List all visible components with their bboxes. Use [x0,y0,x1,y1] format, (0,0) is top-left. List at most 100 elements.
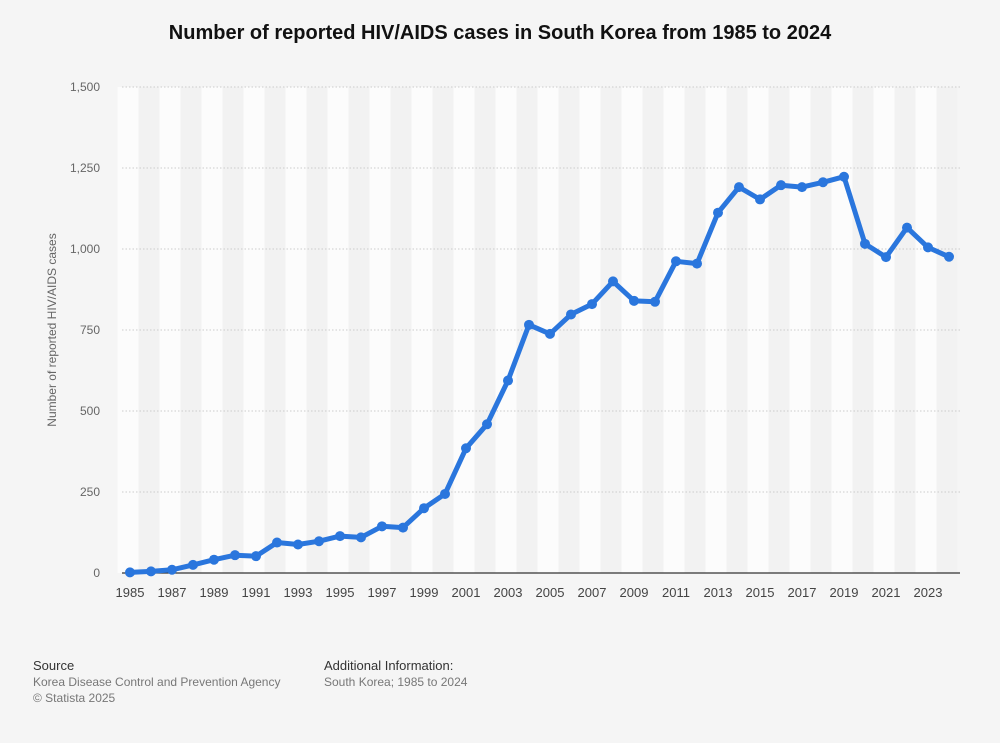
y-tick-label: 750 [80,323,100,337]
column-band-dark [222,87,244,573]
data-point [125,567,135,578]
x-tick-label: 2005 [536,585,565,600]
data-point [272,537,282,548]
data-point [461,443,471,454]
data-point [923,242,933,253]
chart-title: Number of reported HIV/AIDS cases in Sou… [168,22,832,44]
column-band-dark [600,87,622,573]
column-band-dark [768,87,790,573]
data-point [734,182,744,193]
column-band-dark [642,87,664,573]
source-block: Source Korea Disease Control and Prevent… [33,658,280,706]
column-band-light [369,87,391,573]
column-band-dark [390,87,412,573]
copyright-line: © Statista 2025 [33,691,116,705]
column-band-light [117,87,139,573]
column-band-dark [180,87,202,573]
data-point [356,532,366,543]
y-tick-label: 0 [93,566,100,580]
x-tick-label: 2007 [578,585,607,600]
x-tick-label: 1999 [410,585,439,600]
additional-info-heading: Additional Information: [324,658,454,673]
column-band-dark [138,87,160,573]
data-point [335,531,345,542]
series-line [127,174,952,575]
column-band-light [243,87,265,573]
x-tick-label: 2009 [620,585,649,600]
data-point [776,180,786,191]
data-point [209,554,219,565]
column-band-dark [726,87,748,573]
column-band-dark [810,87,832,573]
source-heading: Source [33,658,75,673]
data-point [398,522,408,533]
x-tick-label: 2017 [788,585,817,600]
column-band-light [159,87,181,573]
column-band-light [663,87,685,573]
data-point [692,258,702,269]
column-band-light [201,87,223,573]
column-band-light [747,87,769,573]
x-tick-label: 2011 [662,585,690,600]
y-tick-label: 1,250 [70,161,100,175]
column-band-light [873,87,895,573]
column-band-light [789,87,811,573]
data-point [293,539,303,550]
x-tick-label: 2001 [452,585,481,600]
data-point [503,375,513,386]
data-point [755,194,765,205]
column-band-light [453,87,475,573]
data-point [902,222,912,233]
additional-info-line: South Korea; 1985 to 2024 [324,675,468,689]
x-tick-label: 2019 [830,585,859,600]
column-band-light [831,87,853,573]
data-point [818,177,828,188]
data-point [608,276,618,287]
y-axis-label: Number of reported HIV/AIDS cases [45,233,59,427]
x-tick-label: 1997 [368,585,397,600]
y-tick-label: 1,000 [70,242,100,256]
data-point [671,256,681,267]
x-tick-label: 2013 [704,585,733,600]
data-point [860,238,870,249]
data-point [545,328,555,339]
additional-info-block: Additional Information: South Korea; 198… [324,658,467,690]
y-tick-label: 1,500 [70,80,100,94]
data-point [314,536,324,547]
data-point [377,521,387,532]
y-tick-label: 500 [80,404,100,418]
column-band-light [495,87,517,573]
x-tick-label: 2015 [746,585,775,600]
source-line: Korea Disease Control and Prevention Age… [33,675,281,689]
x-tick-label: 1995 [326,585,355,600]
column-band-dark [558,87,580,573]
column-band-dark [348,87,370,573]
data-point [482,419,492,430]
data-point [839,171,849,182]
x-tick-label: 2003 [494,585,523,600]
data-point [146,566,156,577]
data-point [881,252,891,263]
data-point [419,503,429,514]
column-band-dark [894,87,916,573]
column-band-light [579,87,601,573]
data-point [440,488,450,499]
data-point [797,182,807,193]
data-point [167,564,177,575]
line-chart: 0 250 500 750 1,000 1,250 1,500 1985 1987 1989 199… [70,80,960,600]
column-band-dark [264,87,286,573]
x-tick-label: 1993 [284,585,313,600]
column-band-dark [852,87,874,573]
data-point [944,251,954,262]
data-point [524,319,534,330]
column-band-light [621,87,643,573]
data-point [629,295,639,306]
column-band-light [327,87,349,573]
column-band-dark [684,87,706,573]
data-point [566,309,576,320]
data-point [587,299,597,310]
column-band-dark [936,87,958,573]
data-point [713,207,723,218]
column-band-light [915,87,937,573]
x-tick-label: 2021 [872,585,901,600]
